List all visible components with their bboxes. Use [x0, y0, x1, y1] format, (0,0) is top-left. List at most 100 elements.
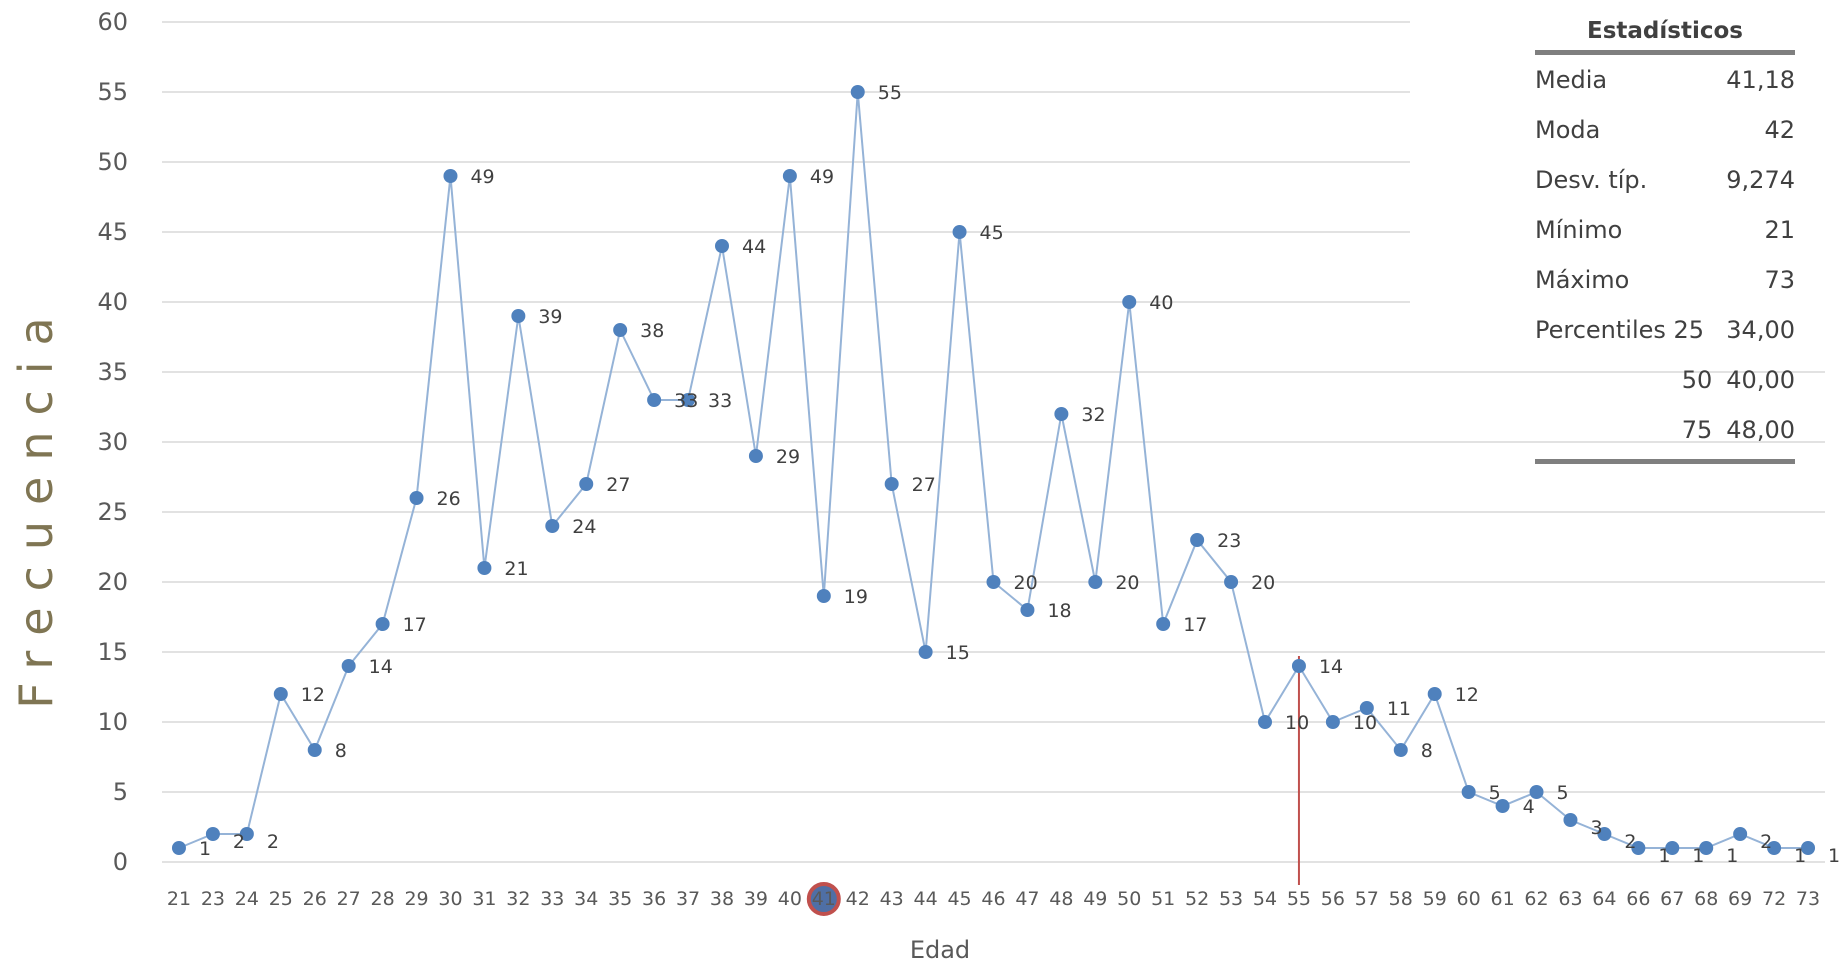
data-point	[748, 449, 763, 463]
data-label: 1	[1658, 845, 1670, 867]
x-tick-label: 37	[676, 888, 700, 910]
data-label: 1	[1692, 845, 1704, 867]
x-tick-label: 26	[303, 888, 327, 910]
data-point	[1020, 603, 1035, 617]
x-tick-label: 51	[1151, 888, 1175, 910]
statistics-row: Percentiles 25 34,00	[1535, 305, 1795, 355]
statistics-rows: Media 41,18 Moda 42 Desv. típ. 9,274 Mínimo 21 M…	[1535, 55, 1795, 455]
x-tick-label: 38	[710, 888, 734, 910]
x-tick-label: 64	[1592, 888, 1616, 910]
data-label: 5	[1489, 782, 1501, 804]
x-tick-label: 54	[1253, 888, 1277, 910]
statistic-value: 21	[1764, 216, 1795, 244]
data-label: 14	[369, 656, 393, 678]
data-point	[1359, 701, 1374, 715]
data-label: 29	[776, 446, 800, 468]
data-point	[1088, 575, 1103, 589]
data-points	[171, 85, 1816, 855]
statistics-title: Estadísticos	[1535, 18, 1795, 55]
data-label: 5	[1557, 782, 1569, 804]
data-label: 33	[674, 390, 698, 412]
data-point	[918, 645, 933, 659]
data-label: 17	[1183, 614, 1207, 636]
data-label: 4	[1523, 796, 1535, 818]
statistic-value: 73	[1764, 266, 1795, 294]
y-tick-label: 0	[113, 848, 128, 876]
highlighted-tick-marker	[806, 882, 841, 916]
x-tick-label: 72	[1762, 888, 1786, 910]
data-label: 26	[437, 488, 461, 510]
statistic-label: Desv. típ.	[1535, 166, 1648, 194]
statistic-value: 41,18	[1726, 66, 1795, 94]
data-point	[1054, 407, 1069, 421]
x-tick-label: 25	[269, 888, 293, 910]
x-tick-label: 41	[812, 888, 836, 910]
statistic-label: Percentiles 25	[1535, 316, 1705, 344]
y-tick-label: 45	[97, 218, 128, 246]
x-tick-label: 47	[1015, 888, 1039, 910]
statistics-row: 75 48,00	[1535, 405, 1795, 455]
data-point	[647, 393, 662, 407]
data-point	[816, 589, 831, 603]
data-point	[341, 659, 356, 673]
x-tick-label: 32	[506, 888, 530, 910]
data-point	[1156, 617, 1171, 631]
data-point	[545, 519, 560, 533]
x-tick-label: 24	[235, 888, 259, 910]
data-label: 20	[1014, 572, 1038, 594]
x-tick-label: 23	[201, 888, 225, 910]
data-label: 1	[1726, 845, 1738, 867]
data-label: 8	[1421, 740, 1433, 762]
data-point	[1529, 785, 1544, 799]
data-point	[1122, 295, 1137, 309]
x-tick-label: 66	[1626, 888, 1650, 910]
data-point	[477, 561, 492, 575]
statistics-row: 50 40,00	[1535, 355, 1795, 405]
data-label: 55	[878, 82, 902, 104]
statistics-row: Mínimo 21	[1535, 205, 1795, 255]
data-point	[1665, 841, 1680, 855]
y-tick-label: 50	[97, 148, 128, 176]
x-tick-label: 39	[744, 888, 768, 910]
data-point	[273, 687, 288, 701]
x-tick-label: 60	[1457, 888, 1481, 910]
x-tick-label: 43	[880, 888, 904, 910]
data-point	[511, 309, 526, 323]
statistic-label: Media	[1535, 66, 1608, 94]
y-axis-label: Frecuencia	[9, 301, 63, 708]
x-tick-label: 67	[1660, 888, 1684, 910]
data-label: 21	[504, 558, 528, 580]
y-tick-label: 40	[97, 288, 128, 316]
data-point	[1495, 799, 1510, 813]
data-point	[681, 393, 696, 407]
data-point	[1291, 659, 1306, 673]
x-tick-label: 53	[1219, 888, 1243, 910]
data-point	[1325, 715, 1340, 729]
statistics-row: Media 41,18	[1535, 55, 1795, 105]
data-label: 2	[267, 831, 279, 853]
statistics-row: Desv. típ. 9,274	[1535, 155, 1795, 205]
data-point	[375, 617, 390, 631]
statistic-label: 75	[1681, 416, 1713, 444]
x-tick-label: 69	[1728, 888, 1752, 910]
statistic-label: Mínimo	[1535, 216, 1623, 244]
data-label: 2	[1760, 831, 1772, 853]
data-point	[443, 169, 458, 183]
statistics-row: Moda 42	[1535, 105, 1795, 155]
y-tick-label: 10	[97, 708, 128, 736]
data-point	[782, 169, 797, 183]
y-tick-label: 55	[97, 78, 128, 106]
statistic-label: Moda	[1535, 116, 1601, 144]
data-point	[613, 323, 628, 337]
y-tick-label: 35	[97, 358, 128, 386]
data-point	[850, 85, 865, 99]
data-label: 38	[640, 320, 664, 342]
data-label: 24	[572, 516, 596, 538]
x-tick-label: 29	[404, 888, 428, 910]
x-tick-label: 58	[1389, 888, 1413, 910]
x-tick-label: 59	[1423, 888, 1447, 910]
statistic-label: 50	[1681, 366, 1713, 394]
data-point	[1427, 687, 1442, 701]
y-axis-ticks: 0 5 10 15 20 25 30 35 40 45 50 55 60	[97, 8, 128, 876]
data-label: 10	[1353, 712, 1377, 734]
